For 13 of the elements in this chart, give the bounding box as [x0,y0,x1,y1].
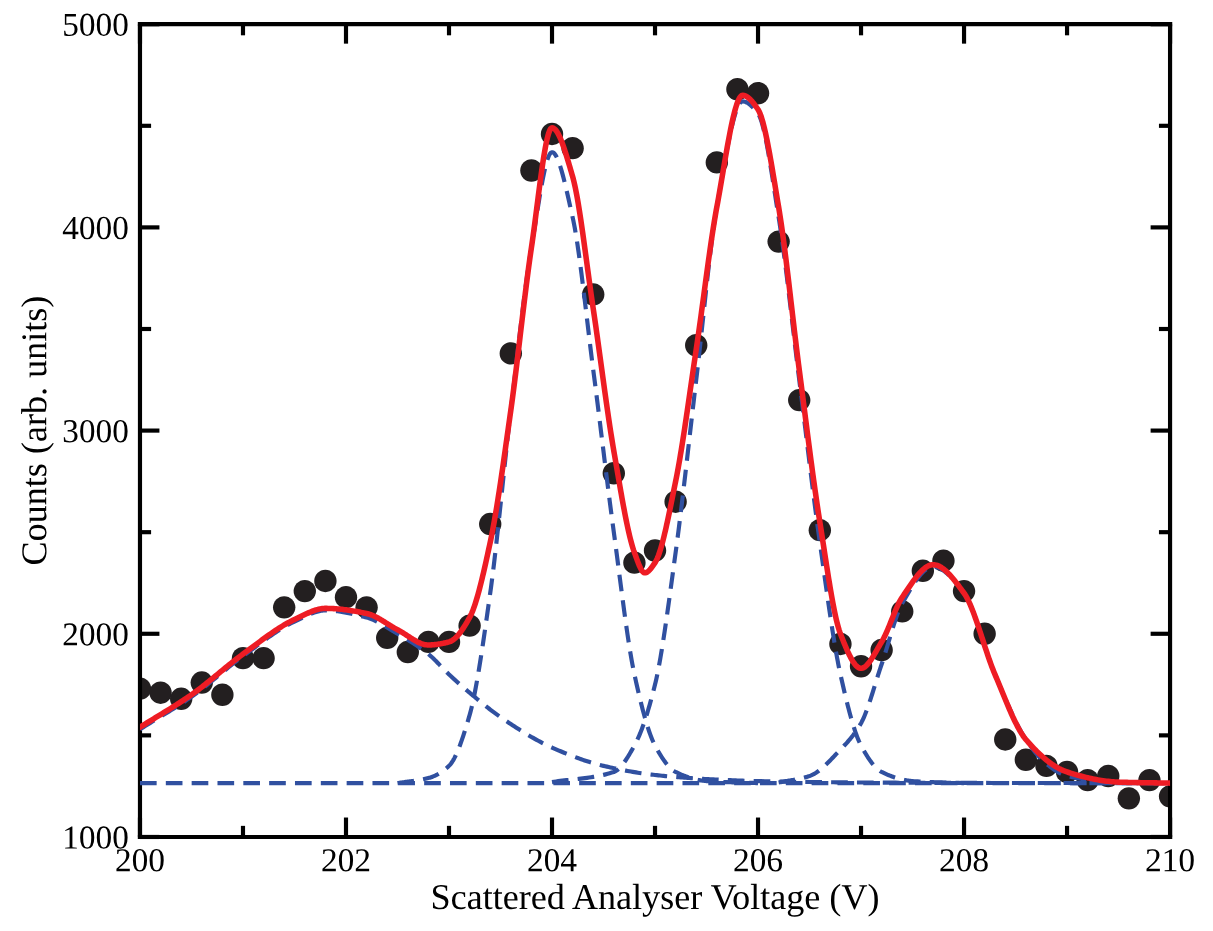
x-tick-label: 202 [322,849,370,872]
x-axis-title: Scattered Analyser Voltage (V) [432,883,878,917]
x-tick-label: 210 [1146,849,1194,872]
y-axis-title: Counts (arb. units) [21,297,54,565]
y-tick-label: 1000 [65,826,128,849]
x-tick-label: 204 [528,849,577,872]
x-tick-label: 206 [734,849,783,872]
y-tick-label: 4000 [62,216,128,240]
y-tick-label: 3000 [63,419,128,443]
y-tick-label: 2000 [63,623,128,646]
x-tick-label: 200 [116,849,164,872]
x-tick-label: 208 [940,849,988,872]
y-tick-label: 5000 [64,13,128,37]
